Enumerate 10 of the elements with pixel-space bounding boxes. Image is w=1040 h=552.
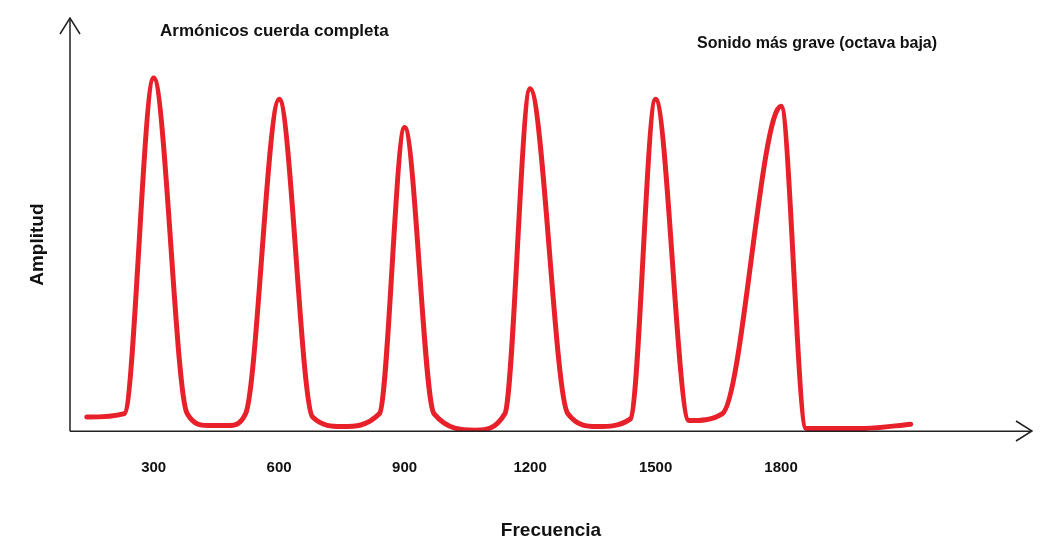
- x-tick-label: 600: [266, 458, 292, 476]
- chart-title: Armónicos cuerda completa: [160, 21, 390, 40]
- x-axis-title: Frecuencia: [500, 518, 602, 540]
- x-tick-label: 900: [392, 458, 418, 476]
- x-tick-label: 1800: [764, 458, 798, 476]
- x-tick-label: 300: [141, 458, 167, 476]
- text: Sonido más grave (octava baja): [697, 34, 938, 51]
- x-tick-label: 1500: [638, 458, 673, 476]
- y-axis-title: Amplitud: [26, 203, 48, 286]
- x-tick-label: 1200: [513, 458, 547, 476]
